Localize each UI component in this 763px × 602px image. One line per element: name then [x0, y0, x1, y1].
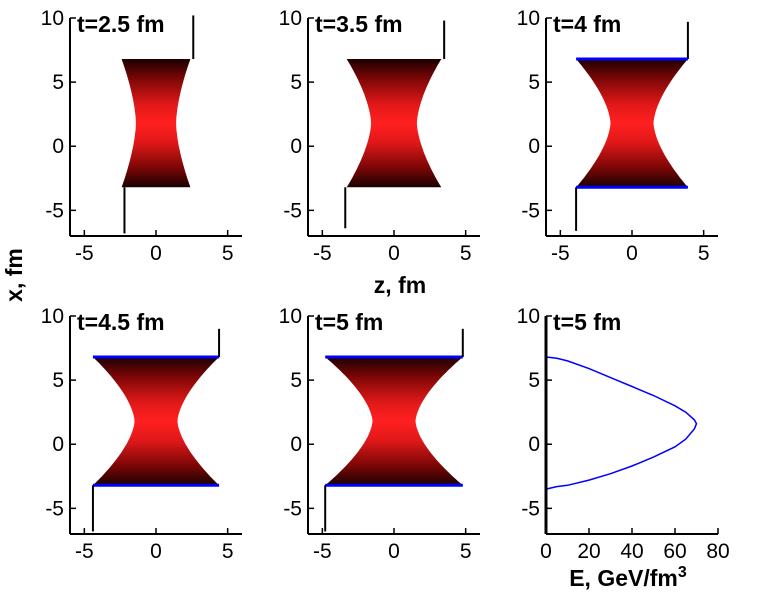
x-tick-label: 0: [626, 242, 638, 265]
panel-4: -5 0 5 10 -5 0 5 t=4.5 fm: [41, 305, 242, 563]
fluid-region: [92, 357, 220, 486]
fluid-region: [121, 59, 191, 188]
y-tick-label: 5: [528, 71, 540, 94]
x-axis-title: E, GeV/fm3: [569, 564, 687, 591]
x-tick-label: 0: [540, 540, 552, 563]
y-tick-label: 10: [517, 7, 540, 30]
x-tick-label: 60: [663, 540, 686, 563]
x-tick-label: 40: [620, 540, 643, 563]
x-tick-label: 5: [222, 242, 234, 265]
shared-y-axis-title: x, fm: [1, 248, 27, 302]
y-tick-label: -5: [45, 497, 64, 520]
fluid-region: [346, 59, 442, 188]
energy-curve: [545, 356, 698, 490]
panel-2: -5 0 5 10 -5 0 5 t=3.5 fm: [279, 7, 480, 265]
x-tick-label: 0: [388, 540, 400, 563]
y-tick-label: 0: [290, 433, 302, 456]
y-tick-label: 5: [528, 369, 540, 392]
x-axis-title-superscript: 3: [678, 564, 687, 581]
fluid-region: [325, 357, 463, 486]
panel-title: t=3.5 fm: [315, 11, 403, 37]
y-tick-label: -5: [283, 497, 302, 520]
y-tick-label: 5: [52, 369, 64, 392]
y-tick-label: 5: [290, 369, 302, 392]
panel-title: t=5 fm: [553, 309, 621, 335]
x-tick-label: 5: [222, 540, 234, 563]
y-tick-label: -5: [45, 199, 64, 222]
panel-5: -5 0 5 10 -5 0 5 t=5 fm: [279, 305, 480, 563]
y-tick-label: -5: [283, 199, 302, 222]
x-tick-label: -5: [75, 540, 94, 563]
y-tick-label: 10: [41, 7, 64, 30]
y-tick-label: 10: [41, 305, 64, 328]
y-tick-label: 5: [290, 71, 302, 94]
y-tick-label: 0: [52, 433, 64, 456]
y-tick-label: -5: [521, 199, 540, 222]
y-tick-label: 0: [528, 135, 540, 158]
y-tick-label: 5: [52, 71, 64, 94]
fluid-region: [576, 59, 688, 188]
panel-3: -5 0 5 10 -5 0 5 t=4 fm: [517, 7, 718, 265]
y-tick-label: 0: [290, 135, 302, 158]
panel-title: t=5 fm: [315, 309, 383, 335]
x-tick-label: -5: [313, 540, 332, 563]
y-tick-label: 10: [517, 305, 540, 328]
panel-title: t=4.5 fm: [77, 309, 165, 335]
x-tick-label: 0: [150, 540, 162, 563]
x-tick-label: 80: [706, 540, 729, 563]
y-tick-label: -5: [521, 497, 540, 520]
panel-title: t=2.5 fm: [77, 11, 165, 37]
y-tick-label: 10: [279, 305, 302, 328]
x-tick-label: -5: [75, 242, 94, 265]
y-tick-label: 0: [52, 135, 64, 158]
x-tick-label: -5: [551, 242, 570, 265]
x-tick-label: 20: [577, 540, 600, 563]
panel-1: -5 0 5 10 -5 0 5 t=2.5 fm: [41, 7, 242, 265]
x-tick-label: 5: [460, 242, 472, 265]
x-tick-label: -5: [313, 242, 332, 265]
x-tick-label: 5: [698, 242, 710, 265]
shared-x-axis-title: z, fm: [374, 272, 426, 298]
y-tick-label: 0: [528, 433, 540, 456]
y-tick-label: 10: [279, 7, 302, 30]
x-tick-label: 0: [150, 242, 162, 265]
x-tick-label: 5: [460, 540, 472, 563]
panel-title: t=4 fm: [553, 11, 621, 37]
x-tick-label: 0: [388, 242, 400, 265]
